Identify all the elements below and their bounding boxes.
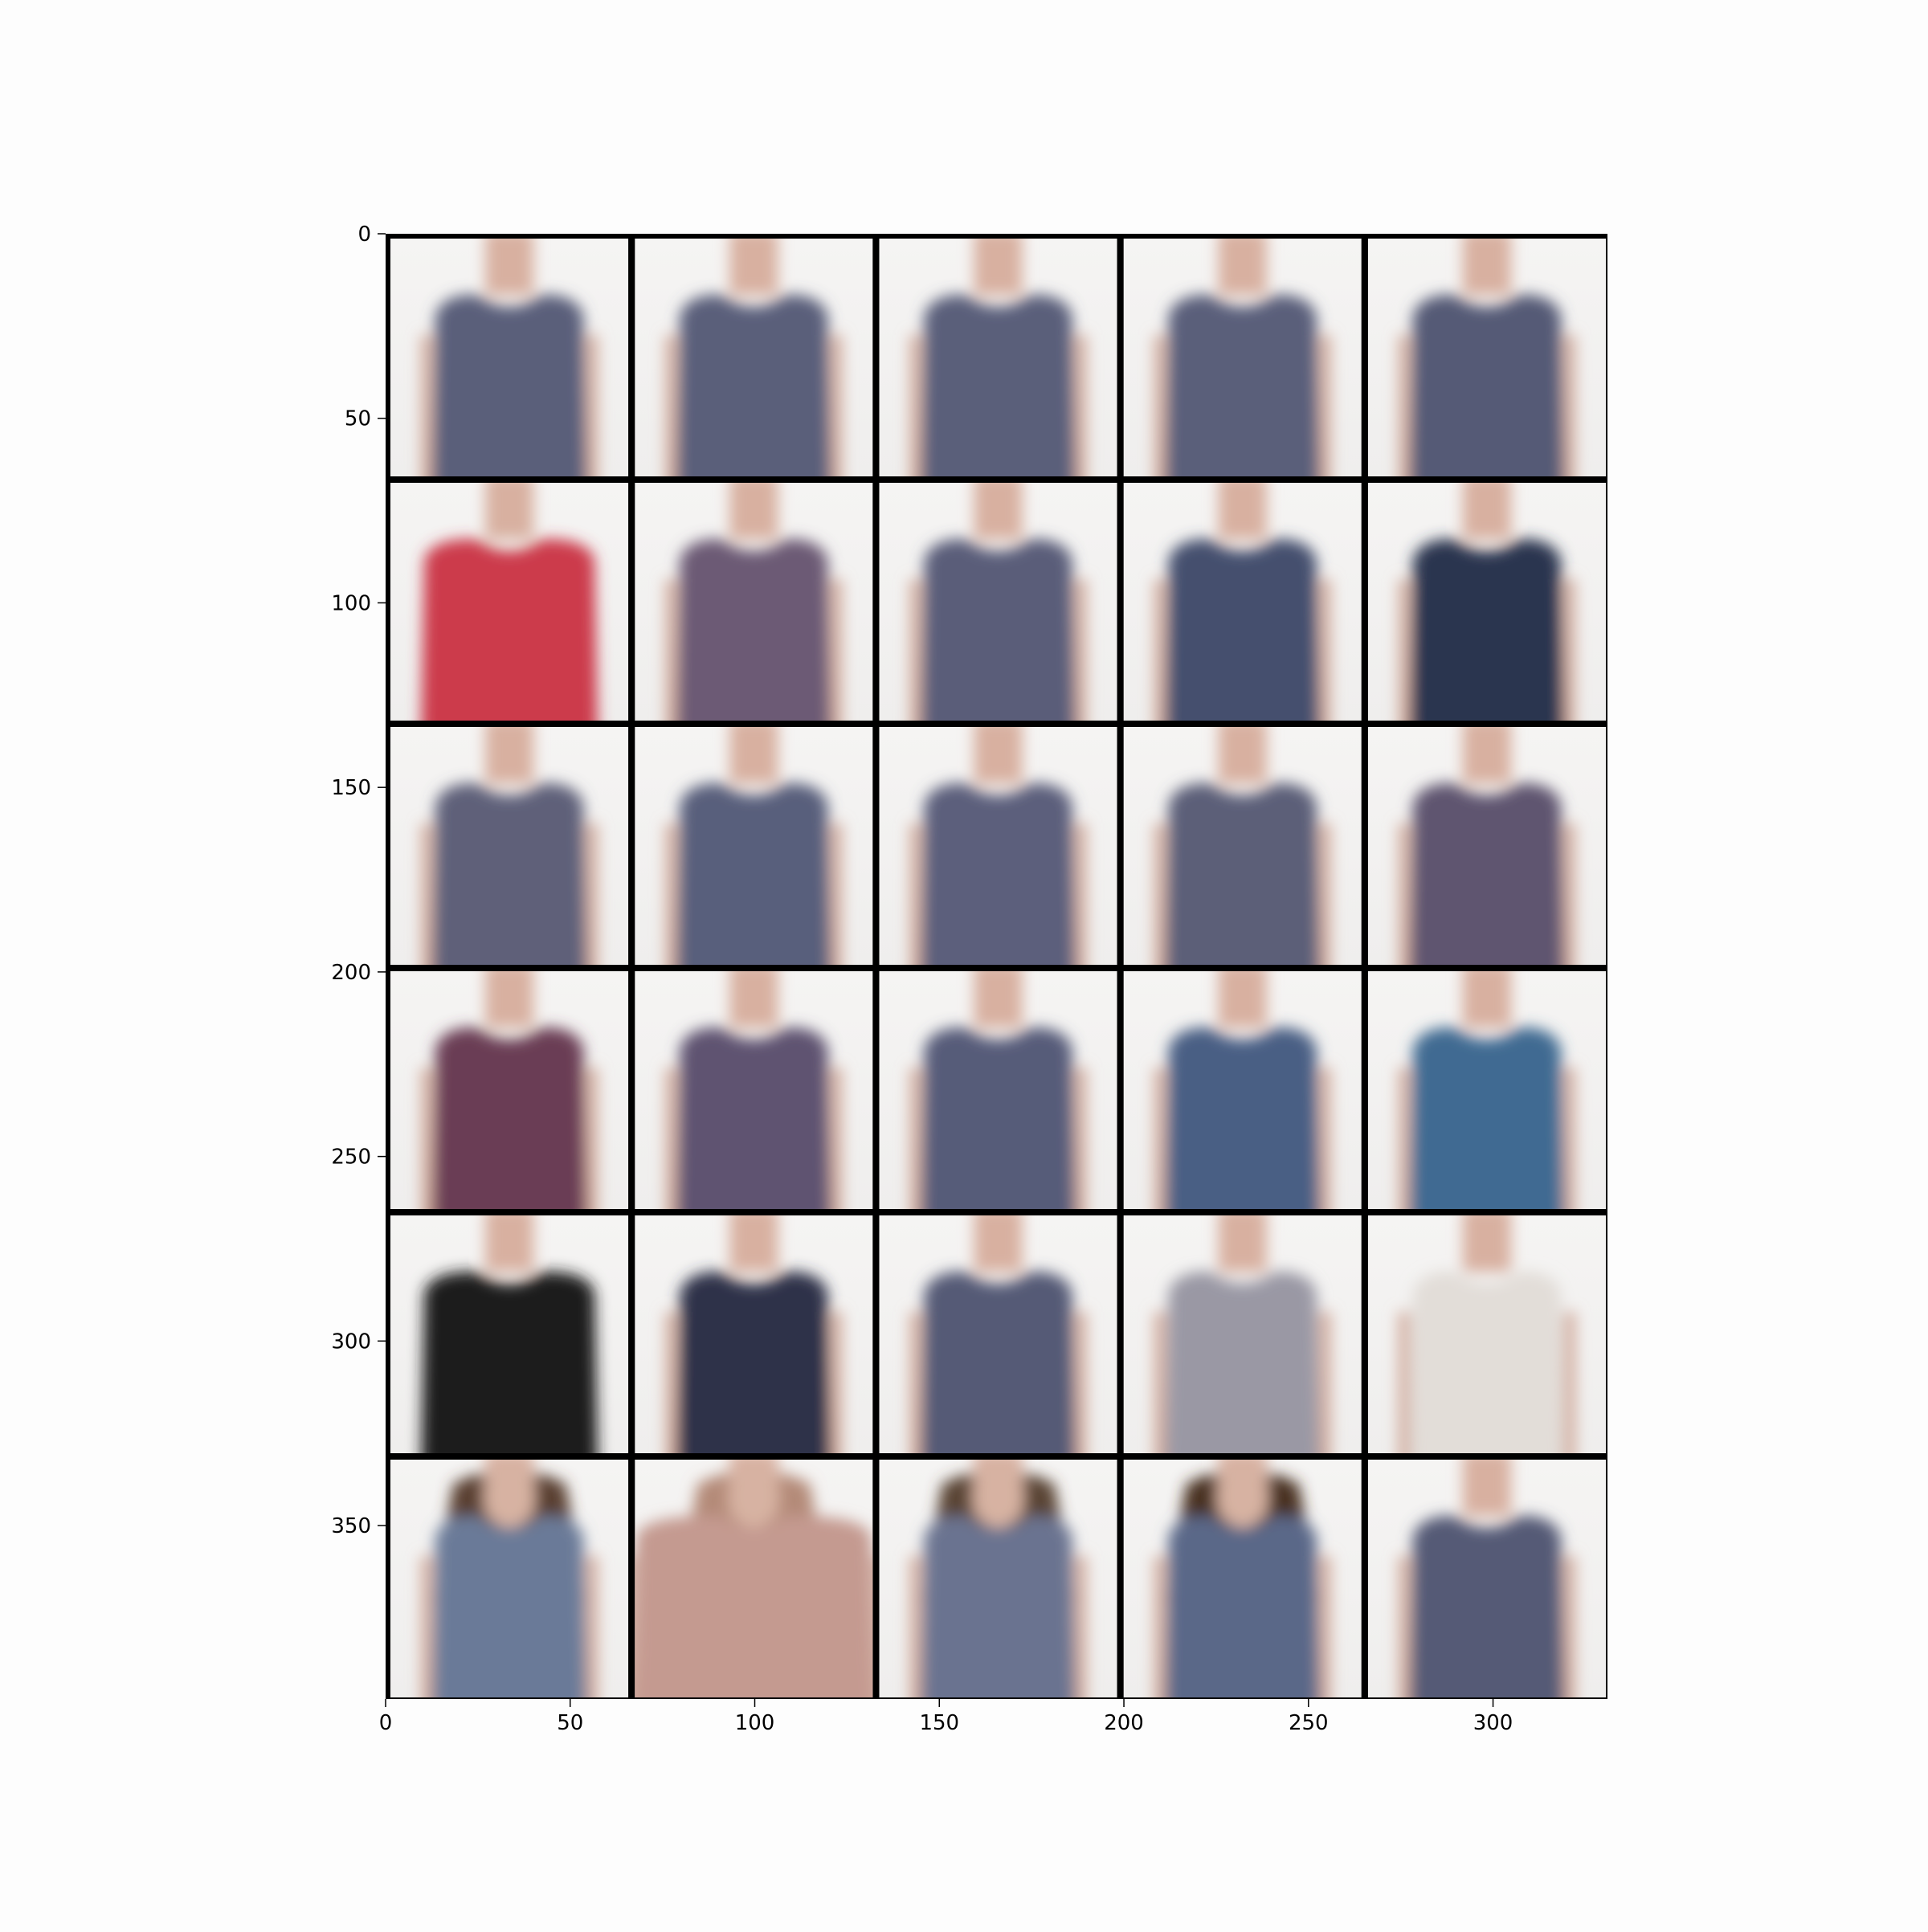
image-cell-r2-c1 bbox=[390, 483, 629, 721]
image-cell-r2-c3 bbox=[879, 483, 1117, 721]
image-cell-r1-c5 bbox=[1367, 239, 1606, 476]
y-tick-label: 350 bbox=[331, 1514, 371, 1538]
image-cell-r3-c3 bbox=[879, 727, 1117, 965]
y-tick-label: 150 bbox=[331, 776, 371, 800]
image-cell-r6-c2 bbox=[635, 1460, 873, 1697]
image-cell-r5-c1 bbox=[390, 1215, 629, 1453]
image-cell-r6-c3 bbox=[879, 1460, 1117, 1697]
image-cell-r2-c2 bbox=[635, 483, 873, 721]
y-tick-label: 250 bbox=[331, 1146, 371, 1170]
x-tick-label: 150 bbox=[919, 1711, 959, 1735]
image-cell-r4-c4 bbox=[1123, 971, 1362, 1209]
y-tick-label: 50 bbox=[345, 407, 371, 431]
image-cell-r3-c4 bbox=[1123, 727, 1362, 965]
image-cell-r3-c2 bbox=[635, 727, 873, 965]
image-cell-r6-c5 bbox=[1367, 1460, 1606, 1697]
image-cell-r5-c4 bbox=[1123, 1215, 1362, 1453]
image-cell-r1-c4 bbox=[1123, 239, 1362, 476]
image-cell-r1-c3 bbox=[879, 239, 1117, 476]
image-cell-r5-c2 bbox=[635, 1215, 873, 1453]
image-cell-r3-c5 bbox=[1367, 727, 1606, 965]
y-tick-label: 200 bbox=[331, 961, 371, 985]
image-cell-r6-c4 bbox=[1123, 1460, 1362, 1697]
image-cell-r3-c1 bbox=[390, 727, 629, 965]
image-cell-r5-c5 bbox=[1367, 1215, 1606, 1453]
image-cell-r6-c1 bbox=[390, 1460, 629, 1697]
image-cell-r2-c4 bbox=[1123, 483, 1362, 721]
y-tick-label: 300 bbox=[331, 1330, 371, 1354]
y-tick-label: 100 bbox=[331, 591, 371, 615]
grid-frame bbox=[386, 234, 1607, 1699]
x-tick-label: 0 bbox=[379, 1711, 393, 1735]
x-tick-label: 200 bbox=[1104, 1711, 1144, 1735]
image-cell-r1-c1 bbox=[390, 239, 629, 476]
image-cell-r4-c2 bbox=[635, 971, 873, 1209]
x-tick-label: 50 bbox=[557, 1711, 583, 1735]
x-tick-label: 250 bbox=[1289, 1711, 1329, 1735]
image-cell-r5-c3 bbox=[879, 1215, 1117, 1453]
x-tick-label: 100 bbox=[735, 1711, 775, 1735]
image-cell-r4-c5 bbox=[1367, 971, 1606, 1209]
x-tick-label: 300 bbox=[1473, 1711, 1513, 1735]
image-cell-r4-c3 bbox=[879, 971, 1117, 1209]
image-cell-r2-c5 bbox=[1367, 483, 1606, 721]
y-tick-label: 0 bbox=[357, 223, 371, 247]
image-cell-r1-c2 bbox=[635, 239, 873, 476]
image-cell-r4-c1 bbox=[390, 971, 629, 1209]
